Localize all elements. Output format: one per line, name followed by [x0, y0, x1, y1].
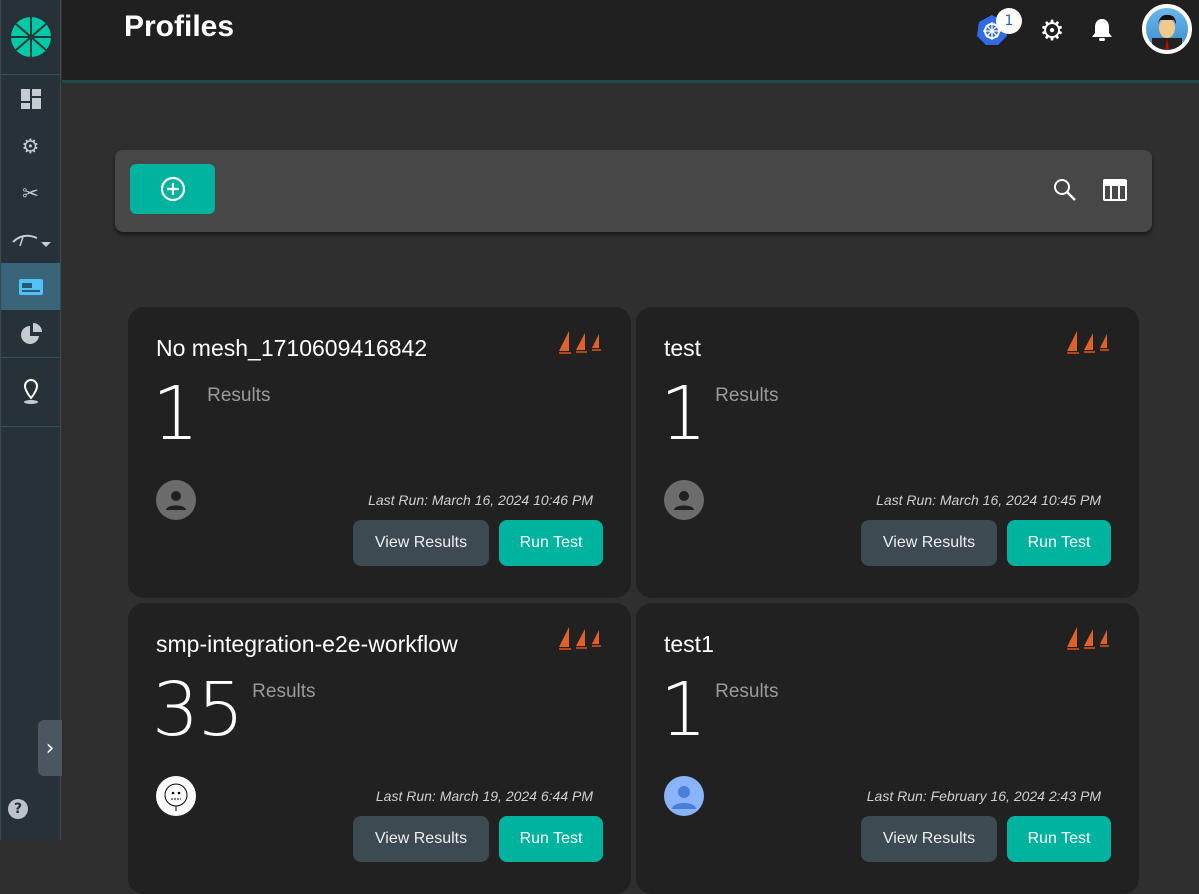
sidebar-item-extensions[interactable] — [1, 310, 60, 357]
gauge-icon — [11, 234, 51, 247]
results-label: Results — [715, 681, 779, 702]
view-results-button[interactable]: View Results — [861, 816, 997, 862]
settings-gear-icon[interactable]: ⚙ — [1039, 13, 1065, 47]
meshery-logo[interactable] — [1, 0, 60, 75]
user-avatar[interactable] — [1142, 4, 1192, 54]
person-icon — [166, 491, 186, 510]
table-view-icon[interactable] — [1101, 176, 1129, 204]
profile-title: No mesh_1710609416842 — [156, 335, 428, 361]
person-icon — [674, 491, 694, 510]
pie-chart-icon — [20, 322, 42, 344]
results-count: 1 Results — [152, 371, 271, 457]
tools-icon: ✂ — [22, 180, 39, 205]
fortio-logo-icon — [1067, 627, 1109, 650]
dashboard-icon — [20, 88, 41, 109]
sidebar-item-lifecycle[interactable]: ⚙ — [1, 122, 60, 169]
profile-title: smp-integration-e2e-workflow — [156, 631, 458, 657]
user-avatar — [156, 776, 196, 816]
results-label: Results — [207, 385, 271, 406]
results-label: Results — [715, 385, 779, 406]
profile-title: test1 — [664, 631, 714, 657]
run-test-button[interactable]: Run Test — [1007, 816, 1111, 862]
profile-card[interactable]: smp-integration-e2e-workflow 35 Results L… — [128, 603, 631, 894]
chevron-right-icon: › — [45, 735, 55, 761]
run-test-button[interactable]: Run Test — [1007, 520, 1111, 566]
sidebar-item-profiles[interactable] — [1, 263, 60, 310]
sidebar-item-dashboard[interactable] — [1, 75, 60, 122]
results-count: 1 Results — [660, 667, 779, 753]
run-test-button[interactable]: Run Test — [499, 816, 603, 862]
last-run-text: Last Run: March 16, 2024 10:45 PM — [876, 492, 1101, 508]
results-count: 35 Results — [152, 667, 316, 753]
notifications-bell-icon[interactable] — [1086, 14, 1118, 46]
user-avatar — [664, 776, 704, 816]
sidebar-expand-toggle[interactable]: › — [38, 720, 62, 776]
fortio-logo-icon — [1067, 331, 1109, 354]
fortio-logo-icon — [559, 627, 601, 650]
results-label: Results — [252, 681, 316, 702]
last-run-text: Last Run: February 16, 2024 2:43 PM — [866, 788, 1101, 804]
view-results-button[interactable]: View Results — [861, 520, 997, 566]
last-run-text: Last Run: March 16, 2024 10:46 PM — [368, 492, 593, 508]
help-icon[interactable]: ? — [8, 799, 28, 819]
kubernetes-badge: 1 — [996, 8, 1022, 34]
sidebar: ⚙ ✂ › ? — [0, 0, 62, 840]
run-test-button[interactable]: Run Test — [499, 520, 603, 566]
profiles-toolbar — [115, 150, 1152, 232]
user-avatar — [664, 480, 704, 520]
person-icon — [672, 786, 696, 809]
last-run-text: Last Run: March 19, 2024 6:44 PM — [375, 788, 593, 804]
plus-circle-icon — [160, 176, 185, 202]
user-avatar — [156, 480, 196, 520]
profile-card[interactable]: test 1 Results Last Run: March 16, 2024 1… — [636, 307, 1139, 598]
view-results-button[interactable]: View Results — [353, 816, 489, 862]
search-icon[interactable] — [1051, 176, 1079, 204]
smiley-face-icon — [164, 783, 188, 811]
sidebar-item-configuration[interactable]: ✂ — [1, 169, 60, 216]
results-count: 1 Results — [660, 371, 779, 457]
view-results-button[interactable]: View Results — [353, 520, 489, 566]
location-pin-icon — [23, 379, 38, 404]
profile-card[interactable]: No mesh_1710609416842 1 Results Last Run:… — [128, 307, 631, 598]
profile-card[interactable]: test1 1 Results Last Run: February 16, 20… — [636, 603, 1139, 894]
profile-title: test — [664, 335, 702, 361]
sidebar-item-location[interactable] — [1, 358, 60, 426]
sidebar-item-performance[interactable] — [1, 216, 60, 263]
profiles-card-icon — [18, 278, 43, 295]
fortio-logo-icon — [559, 331, 601, 354]
add-profile-button[interactable] — [130, 164, 215, 214]
page-title: Profiles — [124, 10, 235, 43]
gears-icon: ⚙ — [21, 133, 40, 158]
